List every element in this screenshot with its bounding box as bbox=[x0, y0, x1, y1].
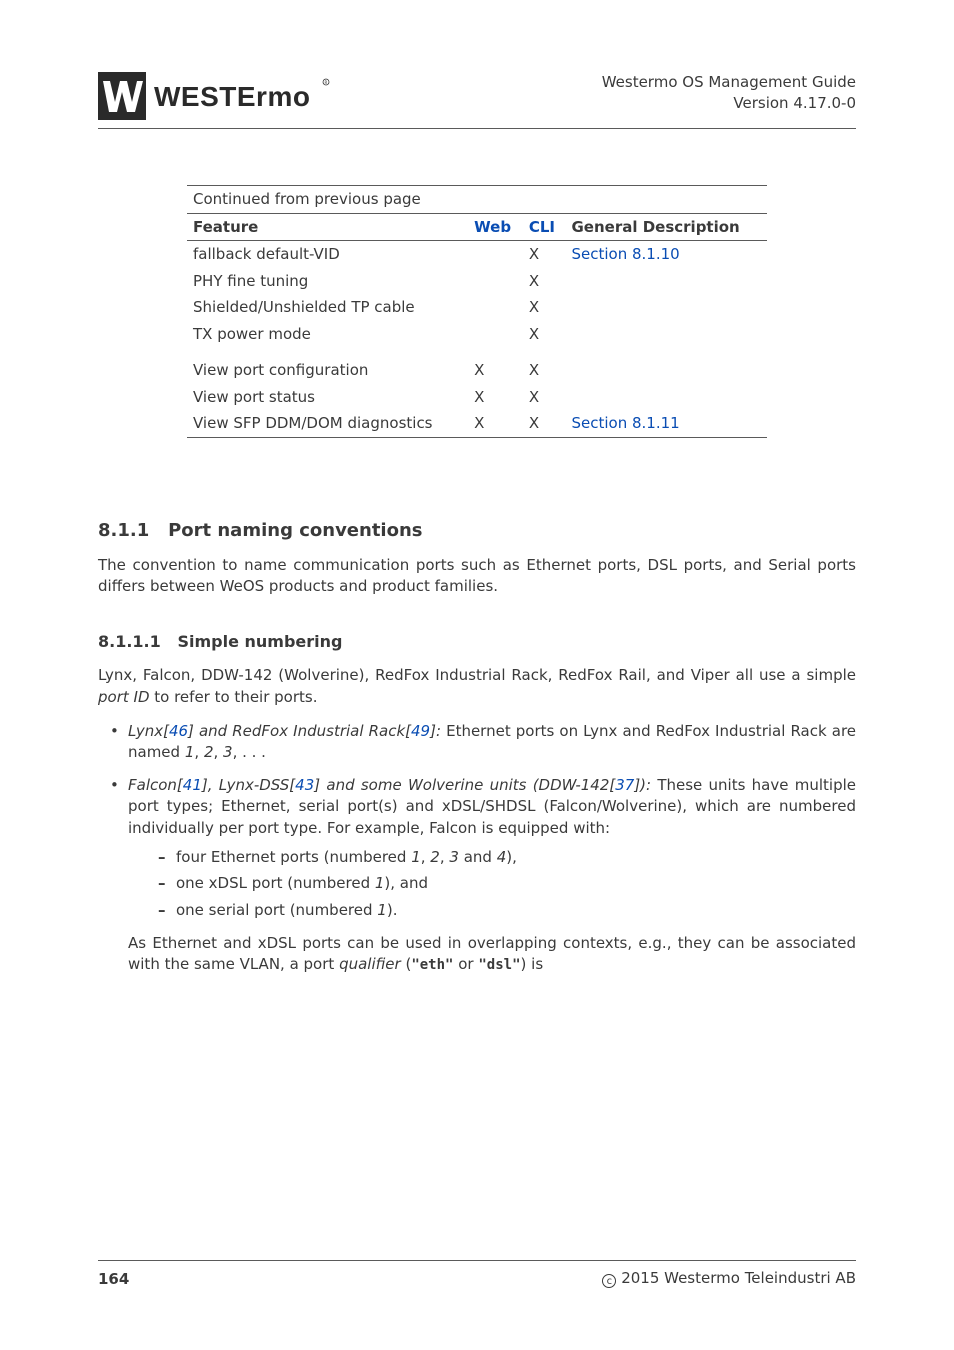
ref-link[interactable]: 41 bbox=[183, 776, 202, 794]
cell-feature bbox=[187, 347, 468, 357]
table-row: View port status X X bbox=[187, 384, 767, 411]
subsection-number: 8.1.1.1 bbox=[98, 632, 161, 651]
cell-web: X bbox=[468, 410, 523, 437]
cell-cli: X bbox=[523, 321, 566, 348]
subsection-paragraph: Lynx, Falcon, DDW-142 (Wolverine), RedFo… bbox=[98, 665, 856, 709]
table-row: View port configuration X X bbox=[187, 357, 767, 384]
cell-feature: View port configuration bbox=[187, 357, 468, 384]
cell-feature: View SFP DDM/DOM diagnostics bbox=[187, 410, 468, 437]
svg-text:R: R bbox=[325, 80, 328, 85]
cell-feature: Shielded/Unshielded TP cable bbox=[187, 294, 468, 321]
cell-web bbox=[468, 268, 523, 295]
header-rule bbox=[98, 128, 856, 129]
cell-feature: TX power mode bbox=[187, 321, 468, 348]
cell-web bbox=[468, 294, 523, 321]
th-cli-link[interactable]: CLI bbox=[523, 213, 566, 241]
cell-desc-link[interactable]: Section 8.1.11 bbox=[565, 410, 767, 437]
cell-web bbox=[468, 241, 523, 268]
section-heading: 8.1.1 Port naming conventions bbox=[98, 520, 856, 541]
cell-desc bbox=[565, 357, 767, 384]
mono-literal: "eth" bbox=[411, 957, 453, 973]
cell-web: X bbox=[468, 384, 523, 411]
cell-cli bbox=[523, 347, 566, 357]
ref-link[interactable]: 46 bbox=[169, 722, 188, 740]
list-item: Falcon[41], Lynx-DSS[43] and some Wolver… bbox=[98, 775, 856, 976]
cell-web: X bbox=[468, 357, 523, 384]
svg-text:WESTErmo: WESTErmo bbox=[154, 81, 310, 112]
th-desc: General Description bbox=[565, 213, 767, 241]
page-footer: 164 c 2015 Westermo Teleindustri AB bbox=[98, 1260, 856, 1288]
section-title: Port naming conventions bbox=[168, 520, 422, 541]
page-header: WESTErmo R Westermo OS Management Guide … bbox=[98, 72, 856, 120]
westermo-logo: WESTErmo R bbox=[98, 72, 333, 120]
cell-desc bbox=[565, 294, 767, 321]
cell-feature: fallback default-VID bbox=[187, 241, 468, 268]
cell-cli: X bbox=[523, 410, 566, 437]
feature-table: Continued from previous page Feature Web… bbox=[187, 185, 767, 438]
bullet-list: Lynx[46] and RedFox Industrial Rack[49]:… bbox=[98, 721, 856, 977]
cell-cli: X bbox=[523, 268, 566, 295]
mono-literal: "dsl" bbox=[478, 957, 520, 973]
header-title-block: Westermo OS Management Guide Version 4.1… bbox=[602, 72, 856, 114]
subsection-title: Simple numbering bbox=[177, 632, 342, 651]
cell-desc-link[interactable]: Section 8.1.10 bbox=[565, 241, 767, 268]
subsection-heading: 8.1.1.1 Simple numbering bbox=[98, 632, 856, 651]
cell-desc bbox=[565, 384, 767, 411]
section-paragraph: The convention to name communication por… bbox=[98, 555, 856, 599]
table-row: View SFP DDM/DOM diagnostics X X Section… bbox=[187, 410, 767, 437]
bullet-tail-paragraph: As Ethernet and xDSL ports can be used i… bbox=[128, 933, 856, 976]
page-number: 164 bbox=[98, 1270, 129, 1288]
header-title-line2: Version 4.17.0-0 bbox=[733, 94, 856, 112]
list-item: Lynx[46] and RedFox Industrial Rack[49]:… bbox=[98, 721, 856, 764]
list-item: four Ethernet ports (numbered 1, 2, 3 an… bbox=[128, 847, 856, 868]
cell-desc bbox=[565, 347, 767, 357]
table-row: TX power mode X bbox=[187, 321, 767, 348]
copyright: c 2015 Westermo Teleindustri AB bbox=[602, 1269, 856, 1288]
table-row: Shielded/Unshielded TP cable X bbox=[187, 294, 767, 321]
cell-desc bbox=[565, 321, 767, 348]
copyright-icon: c bbox=[602, 1274, 616, 1288]
th-feature: Feature bbox=[187, 213, 468, 241]
cell-cli: X bbox=[523, 241, 566, 268]
ref-link[interactable]: 37 bbox=[615, 776, 634, 794]
footer-rule bbox=[98, 1260, 856, 1261]
cell-web bbox=[468, 321, 523, 348]
cell-cli: X bbox=[523, 357, 566, 384]
section-number: 8.1.1 bbox=[98, 520, 149, 541]
header-title-line1: Westermo OS Management Guide bbox=[602, 73, 856, 91]
cell-desc bbox=[565, 268, 767, 295]
list-item: one xDSL port (numbered 1), and bbox=[128, 873, 856, 894]
cell-feature: View port status bbox=[187, 384, 468, 411]
table-continued-caption: Continued from previous page bbox=[187, 186, 767, 214]
sub-list: four Ethernet ports (numbered 1, 2, 3 an… bbox=[128, 847, 856, 921]
cell-cli: X bbox=[523, 294, 566, 321]
th-web-link[interactable]: Web bbox=[468, 213, 523, 241]
italic-term: port ID bbox=[98, 688, 150, 706]
ref-link[interactable]: 49 bbox=[411, 722, 430, 740]
table-row: fallback default-VID X Section 8.1.10 bbox=[187, 241, 767, 268]
list-item: one serial port (numbered 1). bbox=[128, 900, 856, 921]
cell-cli: X bbox=[523, 384, 566, 411]
table-row: PHY fine tuning X bbox=[187, 268, 767, 295]
table-row bbox=[187, 347, 767, 357]
cell-feature: PHY fine tuning bbox=[187, 268, 468, 295]
cell-web bbox=[468, 347, 523, 357]
ref-link[interactable]: 43 bbox=[295, 776, 314, 794]
